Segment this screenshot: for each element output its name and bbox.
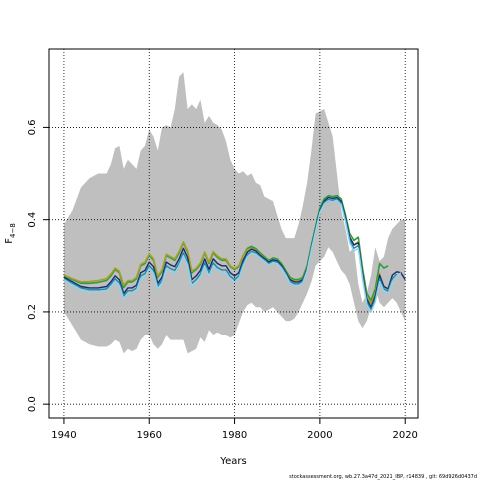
y-axis-title-subscript: 4−8 (9, 223, 17, 238)
x-tick-label: 1960 (137, 430, 162, 441)
x-axis-title: Years (219, 456, 246, 467)
series-line-3 (63, 196, 406, 308)
x-tick-label: 1940 (51, 430, 76, 441)
x-tick-label: 1980 (222, 430, 247, 441)
x-tick-label: 2000 (307, 430, 332, 441)
series-layer (63, 194, 406, 313)
confidence-band-layer (63, 72, 406, 354)
y-tick-label: 0.6 (27, 119, 38, 135)
x-tick-label: 2020 (392, 430, 417, 441)
y-axis-title: F4−8 (4, 223, 17, 244)
plot-frame (48, 48, 419, 419)
y-tick-label: 0.2 (27, 304, 38, 320)
y-tick-label: 0.0 (27, 396, 38, 412)
axis-layer: 1940 1960 1980 2000 2020 0.0 0.2 0.4 0.6 (27, 119, 418, 441)
svg-text:F4−8: F4−8 (4, 223, 17, 244)
y-axis-title-main: F (4, 238, 15, 244)
series-line-5 (63, 199, 402, 313)
confidence-band (63, 72, 406, 354)
footer-note: stockassessment.org, wb.27.3a47d_2021_IB… (289, 474, 477, 480)
y-tick-label: 0.4 (27, 212, 38, 228)
